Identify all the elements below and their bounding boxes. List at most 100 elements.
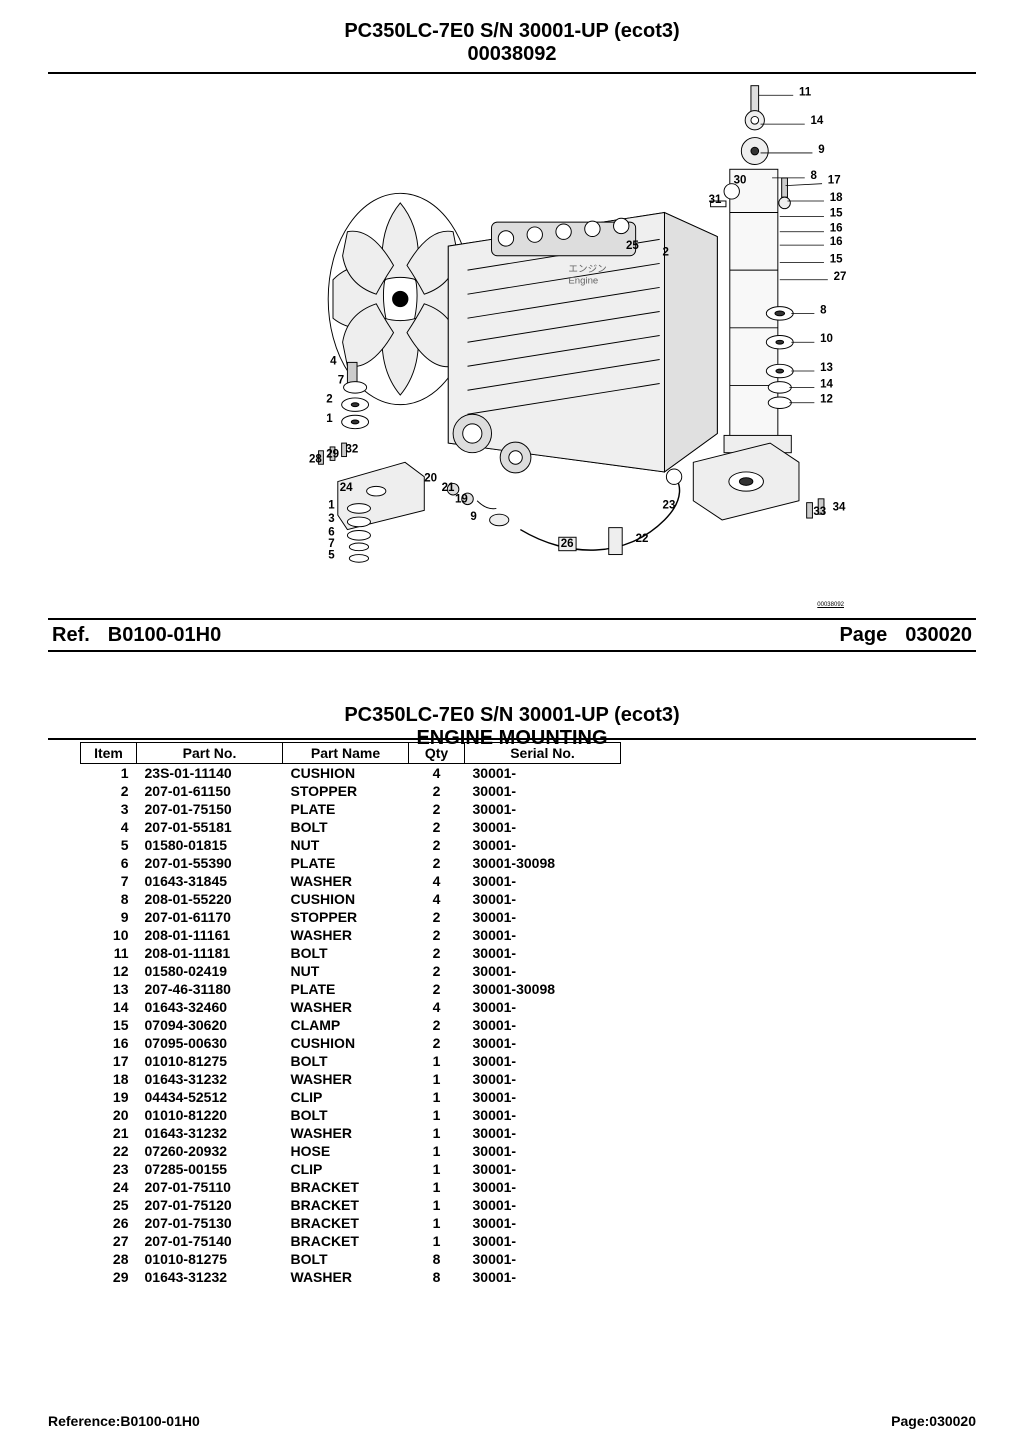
cell-qty: 2: [409, 836, 465, 854]
cell-partname: BOLT: [283, 818, 409, 836]
cell-qty: 2: [409, 818, 465, 836]
cell-item: 1: [81, 764, 137, 783]
cell-partname: CUSHION: [283, 764, 409, 783]
table-row: 2801010-81275BOLT830001-: [81, 1250, 621, 1268]
engine-label-jp: エンジン: [568, 264, 606, 275]
cell-serial: 30001-: [465, 1232, 621, 1250]
cell-item: 21: [81, 1124, 137, 1142]
cell-partno: 01643-31232: [137, 1268, 283, 1286]
cell-item: 16: [81, 1034, 137, 1052]
cell-partno: 207-01-75140: [137, 1232, 283, 1250]
cell-partno: 207-01-61150: [137, 782, 283, 800]
cell-partname: WASHER: [283, 926, 409, 944]
cell-serial: 30001-: [465, 1088, 621, 1106]
cell-item: 7: [81, 872, 137, 890]
cell-qty: 1: [409, 1160, 465, 1178]
cell-item: 5: [81, 836, 137, 854]
cell-qty: 1: [409, 1124, 465, 1142]
cell-serial: 30001-: [465, 1214, 621, 1232]
cell-partname: BOLT: [283, 944, 409, 962]
cell-partno: 207-01-75130: [137, 1214, 283, 1232]
cell-partno: 01643-31232: [137, 1070, 283, 1088]
cell-serial: 30001-: [465, 1016, 621, 1034]
table-row: 1607095-00630CUSHION230001-: [81, 1034, 621, 1052]
cell-item: 22: [81, 1142, 137, 1160]
cell-qty: 4: [409, 764, 465, 783]
col-partno: Part No.: [137, 743, 283, 764]
cell-serial: 30001-: [465, 1178, 621, 1196]
col-partname: Part Name: [283, 743, 409, 764]
cell-partno: 07095-00630: [137, 1034, 283, 1052]
cell-item: 10: [81, 926, 137, 944]
ref-label: Ref.: [52, 624, 90, 647]
cell-qty: 4: [409, 890, 465, 908]
cell-item: 20: [81, 1106, 137, 1124]
callout-7: 7: [328, 538, 334, 550]
cell-partno: 01010-81275: [137, 1250, 283, 1268]
callout-9: 9: [818, 144, 824, 156]
cell-serial: 30001-: [465, 926, 621, 944]
callout-22: 22: [636, 533, 649, 545]
cell-item: 3: [81, 800, 137, 818]
cell-partno: 04434-52512: [137, 1088, 283, 1106]
cell-serial: 30001-30098: [465, 854, 621, 872]
table-row: 4207-01-55181BOLT230001-: [81, 818, 621, 836]
cell-qty: 1: [409, 1178, 465, 1196]
cell-partname: WASHER: [283, 1070, 409, 1088]
engine-diagram-svg: エンジン Engine: [268, 78, 888, 568]
callout-2: 2: [326, 394, 332, 406]
table-row: 2001010-81220BOLT130001-: [81, 1106, 621, 1124]
cell-serial: 30001-: [465, 1160, 621, 1178]
table-row: 2307285-00155CLIP130001-: [81, 1160, 621, 1178]
table-row: 2207-01-61150STOPPER230001-: [81, 782, 621, 800]
cell-qty: 1: [409, 1196, 465, 1214]
col-item: Item: [81, 743, 137, 764]
callout-18: 18: [830, 192, 843, 204]
cell-partno: 01010-81275: [137, 1052, 283, 1070]
callout-2: 2: [663, 247, 669, 259]
cell-partname: STOPPER: [283, 908, 409, 926]
cell-partname: WASHER: [283, 1268, 409, 1286]
cell-serial: 30001-: [465, 890, 621, 908]
cell-partname: CLAMP: [283, 1016, 409, 1034]
table-row: 6207-01-55390PLATE230001-30098: [81, 854, 621, 872]
cell-qty: 4: [409, 872, 465, 890]
callout-11: 11: [799, 86, 812, 98]
cell-serial: 30001-: [465, 872, 621, 890]
cell-partname: NUT: [283, 962, 409, 980]
cell-partno: 207-01-75110: [137, 1178, 283, 1196]
cell-partname: PLATE: [283, 854, 409, 872]
table-row: 24207-01-75110BRACKET130001-: [81, 1178, 621, 1196]
col-qty: Qty: [409, 743, 465, 764]
cell-partname: CLIP: [283, 1160, 409, 1178]
table-row: 11208-01-11181BOLT230001-: [81, 944, 621, 962]
cell-partno: 01010-81220: [137, 1106, 283, 1124]
cell-qty: 2: [409, 800, 465, 818]
cell-qty: 1: [409, 1214, 465, 1232]
engine-label-en: Engine: [568, 276, 598, 287]
tiny-ref: 00038092: [817, 602, 844, 608]
cell-partname: HOSE: [283, 1142, 409, 1160]
cell-qty: 2: [409, 926, 465, 944]
section-title: PC350LC-7E0 S/N 30001-UP (ecot3): [0, 704, 1024, 727]
cell-partname: WASHER: [283, 872, 409, 890]
table-row: 701643-31845WASHER430001-: [81, 872, 621, 890]
mid-right: Page 030020: [839, 624, 972, 647]
table-row: 2101643-31232WASHER130001-: [81, 1124, 621, 1142]
cell-serial: 30001-: [465, 1142, 621, 1160]
callout-3: 3: [328, 513, 334, 525]
callout-13: 13: [820, 362, 833, 374]
callout-7: 7: [338, 375, 344, 387]
cell-partno: 207-01-61170: [137, 908, 283, 926]
cell-qty: 1: [409, 1088, 465, 1106]
cell-partno: 208-01-11161: [137, 926, 283, 944]
table-row: 9207-01-61170STOPPER230001-: [81, 908, 621, 926]
cell-item: 18: [81, 1070, 137, 1088]
callout-8: 8: [820, 304, 827, 316]
header-rule: [48, 72, 976, 74]
cell-item: 24: [81, 1178, 137, 1196]
cell-partno: 207-01-55181: [137, 818, 283, 836]
cell-partname: WASHER: [283, 1124, 409, 1142]
cell-serial: 30001-: [465, 782, 621, 800]
callout-12: 12: [820, 394, 833, 406]
